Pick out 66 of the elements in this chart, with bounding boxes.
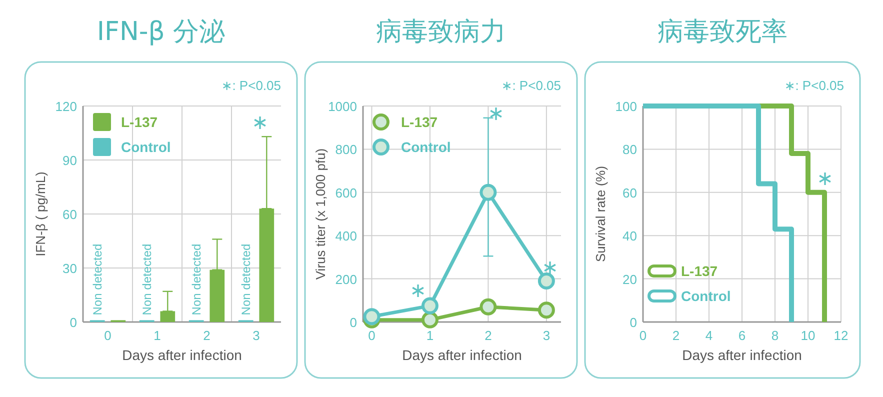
legend-label: Control bbox=[121, 139, 171, 155]
y-tick-label: 20 bbox=[622, 272, 637, 287]
y-tick-label: 400 bbox=[335, 228, 357, 244]
x-tick-label: 8 bbox=[771, 328, 779, 343]
data-label: Non detected bbox=[90, 244, 104, 316]
x-axis-title: Days after infection bbox=[402, 347, 522, 363]
y-tick-label: 40 bbox=[622, 228, 637, 244]
data-label: Non detected bbox=[189, 244, 204, 316]
legend-label: Control bbox=[401, 139, 451, 155]
y-tick-label: 0 bbox=[350, 315, 357, 330]
y-tick-label: 120 bbox=[55, 99, 77, 114]
x-tick-label: 0 bbox=[639, 328, 647, 343]
text: ∗: P<0.05 bbox=[501, 78, 561, 93]
x-tick-label: 1 bbox=[426, 328, 434, 343]
x-tick-label: 4 bbox=[705, 328, 713, 343]
x-tick-label: 6 bbox=[738, 328, 746, 343]
data-label: Non detected bbox=[140, 244, 154, 316]
x-tick-label: 10 bbox=[800, 328, 816, 343]
y-tick-label: 0 bbox=[630, 315, 637, 330]
y-tick-label: 100 bbox=[615, 99, 637, 114]
annotation: ∗ bbox=[816, 168, 834, 190]
data-label: Non detected bbox=[238, 244, 253, 316]
y-tick-label: 30 bbox=[62, 261, 77, 276]
y-tick-label: 0 bbox=[70, 315, 77, 330]
text: ∗: P<0.05 bbox=[784, 78, 844, 93]
x-tick-label: 3 bbox=[252, 328, 260, 343]
text: ∗: P<0.05 bbox=[221, 78, 281, 93]
point bbox=[480, 184, 497, 201]
x-tick-label: 2 bbox=[203, 328, 210, 343]
chart-title: IFN-β 分泌 bbox=[96, 17, 226, 47]
x-tick-label: 12 bbox=[834, 328, 848, 343]
y-tick-label: 1000 bbox=[328, 99, 357, 114]
annotation: ∗ bbox=[252, 112, 268, 134]
point bbox=[363, 308, 380, 326]
point bbox=[538, 302, 555, 319]
x-tick-label: 2 bbox=[484, 328, 492, 343]
y-axis-title: IFN-β ( pg/mL) bbox=[33, 172, 48, 256]
y-axis-title: Survival rate (%) bbox=[593, 166, 608, 262]
legend-label: L-137 bbox=[121, 114, 158, 130]
y-tick-label: 60 bbox=[62, 207, 77, 222]
legend-label: L-137 bbox=[681, 263, 718, 279]
y-tick-label: 800 bbox=[335, 142, 357, 158]
point bbox=[421, 297, 438, 314]
x-tick-label: 2 bbox=[672, 328, 680, 343]
y-tick-label: 90 bbox=[62, 153, 77, 168]
point bbox=[421, 311, 438, 328]
y-tick-label: 80 bbox=[622, 142, 637, 158]
annotation: ∗ bbox=[410, 280, 426, 302]
legend-label: Control bbox=[681, 288, 731, 304]
x-tick-label: 3 bbox=[542, 328, 550, 343]
y-tick-label: 200 bbox=[335, 272, 357, 287]
y-axis-title: Virus titer (x 1,000 pfu) bbox=[313, 148, 328, 280]
annotation: ∗ bbox=[542, 257, 558, 279]
x-axis-title: Days after infection bbox=[122, 347, 242, 363]
point bbox=[538, 272, 555, 290]
y-tick-label: 60 bbox=[622, 185, 637, 200]
chart-title: 病毒致病力 bbox=[376, 17, 506, 47]
x-axis-title: Days after infection bbox=[682, 347, 802, 363]
y-tick-label: 600 bbox=[335, 185, 357, 200]
x-tick-label: 0 bbox=[104, 328, 112, 343]
annotation: ∗ bbox=[488, 103, 504, 125]
legend-label: L-137 bbox=[401, 114, 438, 130]
point bbox=[480, 298, 497, 316]
x-tick-label: 1 bbox=[154, 328, 161, 343]
x-tick-label: 0 bbox=[368, 328, 376, 343]
chart-title: 病毒致死率 bbox=[658, 17, 788, 47]
